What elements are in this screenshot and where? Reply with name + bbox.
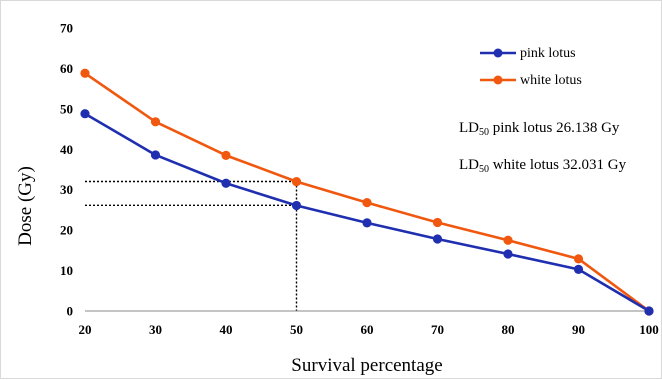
data-point-pink-lotus: [221, 178, 231, 188]
data-point-white-lotus: [291, 177, 302, 187]
data-point-pink-lotus: [573, 264, 584, 274]
series-line-white-lotus: [84, 72, 650, 313]
legend-marker-white-lotus: [493, 75, 503, 85]
x-tick-label: 30: [149, 322, 162, 337]
y-tick-label: 20: [60, 223, 73, 238]
data-point-pink-lotus: [362, 218, 372, 228]
y-axis-title: Dose (Gy): [15, 166, 36, 246]
ld50-white-lotus-note: LD50 white lotus 32.031 Gy: [459, 157, 627, 175]
legend: pink lotus white lotus: [480, 46, 582, 88]
ld50-pink-lotus-note: LD50 pink lotus 26.138 Gy: [459, 120, 620, 138]
y-tick-label: 60: [60, 61, 73, 76]
x-tick-label: 60: [361, 322, 374, 337]
y-tick-label: 40: [60, 142, 73, 157]
y-tick-label: 0: [67, 304, 74, 319]
x-tick-label: 40: [220, 322, 233, 337]
series-line-pink-lotus: [84, 112, 650, 313]
x-tick-label: 90: [572, 322, 585, 337]
data-point-white-lotus: [80, 68, 90, 78]
y-tick-label: 70: [60, 21, 73, 36]
legend-label-white-lotus: white lotus: [520, 73, 582, 88]
x-tick-label: 80: [502, 322, 515, 337]
data-point-white-lotus: [150, 117, 161, 127]
x-tick-label: 20: [79, 322, 92, 337]
data-point-pink-lotus: [432, 234, 443, 244]
legend-item-white-lotus: white lotus: [480, 73, 582, 88]
data-point-white-lotus: [432, 217, 443, 228]
data-point-white-lotus: [503, 235, 513, 245]
y-tick-label: 30: [60, 182, 73, 197]
legend-item-pink-lotus: pink lotus: [480, 46, 576, 61]
data-point-white-lotus: [362, 198, 372, 208]
data-point-white-lotus: [573, 254, 584, 264]
y-tick-label: 50: [60, 101, 73, 116]
data-point-pink-lotus: [150, 150, 161, 160]
tick-labels: 0 10 20 30 40 50 60 70 20 30 40 50 60 70 80 90 100: [60, 21, 659, 338]
data-point-pink-lotus: [80, 109, 90, 119]
x-tick-label: 70: [431, 322, 444, 337]
legend-marker-pink-lotus: [493, 48, 503, 58]
y-tick-label: 10: [60, 263, 73, 278]
data-point-pink-lotus: [644, 306, 654, 316]
legend-label-pink-lotus: pink lotus: [520, 46, 576, 61]
data-point-pink-lotus: [503, 249, 513, 259]
reference-lines: [85, 180, 298, 311]
x-tick-label: 50: [290, 322, 303, 337]
x-tick-label: 100: [639, 322, 659, 337]
x-axis-title: Survival percentage: [291, 355, 442, 376]
series-lines: [84, 72, 650, 313]
series-points: [80, 68, 654, 316]
data-point-white-lotus: [221, 150, 231, 160]
data-point-pink-lotus: [291, 200, 302, 211]
